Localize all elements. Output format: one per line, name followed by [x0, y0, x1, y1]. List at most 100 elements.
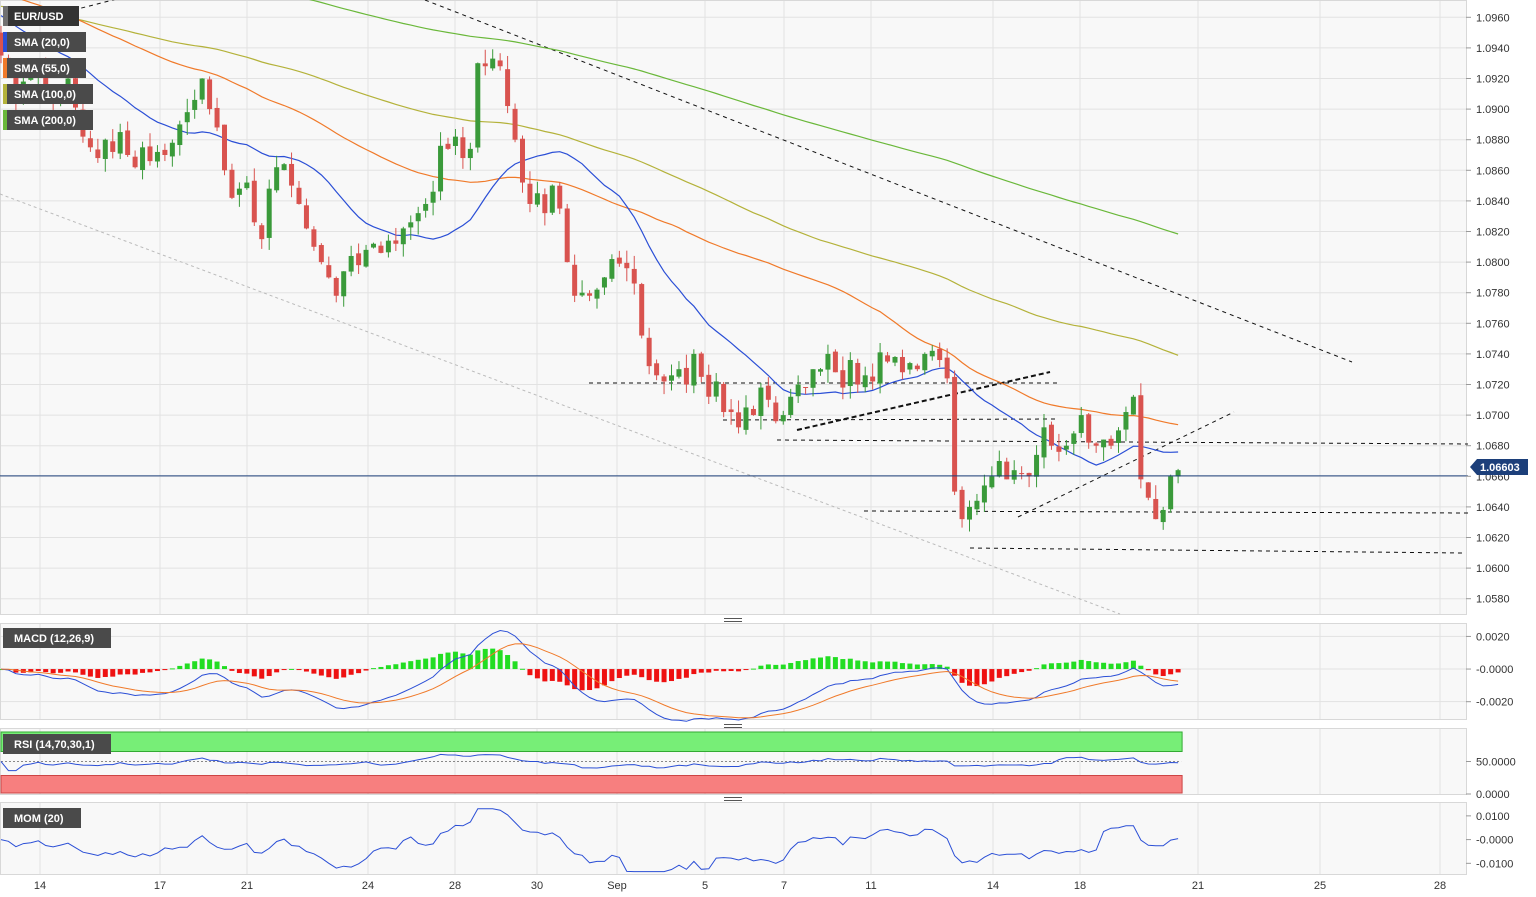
macd-histogram-bar: [669, 669, 674, 682]
macd-histogram-bar: [736, 669, 742, 672]
macd-histogram-bar: [1048, 663, 1054, 670]
macd-histogram-bar: [706, 669, 712, 673]
macd-histogram-bar: [192, 661, 198, 670]
candle-body: [244, 182, 250, 189]
macd-panel-frame: [0, 623, 1467, 720]
candle-body: [1026, 472, 1032, 477]
candle-body: [192, 99, 198, 110]
macd-histogram-bar: [631, 669, 637, 675]
macd-histogram-bar: [58, 669, 64, 673]
legend-rsi[interactable]: RSI (14,70,30,1): [3, 734, 111, 754]
mom-y-tick-label: -0.0100: [1476, 858, 1513, 870]
macd-histogram-bar: [1063, 662, 1069, 670]
macd-histogram-bar: [557, 669, 563, 682]
candle-body: [676, 369, 682, 377]
candle-body: [363, 249, 369, 267]
macd-histogram-bar: [229, 669, 235, 671]
rsi-layer: [0, 731, 1183, 794]
candle-body: [609, 259, 615, 279]
candle-body: [587, 293, 593, 296]
candle-body: [236, 188, 242, 195]
candle-body: [698, 353, 704, 377]
macd-histogram-bar: [1116, 663, 1121, 670]
price-layer: [0, 0, 1469, 615]
panel-resize-handle[interactable]: [724, 724, 742, 728]
legend-sma-200[interactable]: SMA (200,0): [3, 110, 93, 130]
legend-sma-20[interactable]: SMA (20,0): [3, 32, 86, 52]
candle-body: [154, 151, 160, 162]
candle-body: [810, 369, 816, 388]
candle-body: [214, 107, 220, 128]
x-tick-label: 14: [987, 880, 999, 892]
macd-histogram-bar: [959, 669, 965, 683]
candle-body: [601, 277, 607, 288]
macd-histogram-bar: [400, 662, 406, 670]
macd-histogram-bar: [1034, 668, 1040, 670]
macd-histogram-bar: [184, 663, 190, 670]
macd-histogram-bar: [65, 669, 71, 672]
macd-histogram-bar: [1168, 669, 1174, 675]
x-tick-label: 11: [865, 880, 876, 892]
current-price-label: 1.06603: [1480, 462, 1520, 474]
legend-sma-55[interactable]: SMA (55,0): [3, 58, 86, 78]
macd-signal-line: [0, 643, 1179, 719]
trendline: [796, 371, 1051, 431]
candle-body: [907, 363, 913, 370]
macd-histogram-bar: [1071, 661, 1077, 670]
candle-body: [832, 351, 838, 373]
macd-histogram-bar: [475, 650, 481, 670]
macd-histogram-bar: [885, 661, 891, 670]
candle-body: [542, 194, 548, 214]
price-panel-frame: [0, 0, 1467, 615]
macd-histogram-bar: [1153, 669, 1159, 675]
macd-histogram-bar: [862, 661, 868, 670]
macd-histogram-bar: [1093, 662, 1099, 670]
x-tick-label: 28: [449, 880, 461, 892]
macd-histogram-bar: [788, 662, 794, 670]
candle-body: [795, 384, 801, 397]
y-tick-label: 1.0920: [1476, 74, 1510, 86]
candle-body: [207, 79, 213, 110]
macd-histogram-bar: [236, 669, 242, 674]
candle-body: [95, 149, 101, 159]
candle-body: [318, 245, 324, 263]
macd-histogram-bar: [348, 669, 354, 675]
candle-body: [199, 78, 205, 100]
candle-body: [1078, 415, 1084, 434]
macd-histogram-bar: [1130, 660, 1136, 670]
rsi-oversold-zone: [0, 775, 1183, 794]
macd-histogram-bar: [840, 659, 846, 670]
macd-histogram-bar: [50, 669, 56, 674]
macd-histogram-bar: [140, 669, 146, 673]
macd-histogram-bar: [445, 652, 451, 670]
macd-histogram-bar: [460, 653, 466, 670]
candle-body: [438, 145, 444, 192]
axis-layer: 14 17 21 24 28 30 Sep 5 7 11 14 18 21 25 28 1.0960 1.094…: [34, 12, 1516, 892]
panel-resize-handle[interactable]: [724, 618, 742, 622]
macd-histogram-bar: [415, 659, 421, 670]
macd-histogram-bar: [13, 669, 19, 673]
panel-resize-handle[interactable]: [724, 797, 742, 801]
legend-mom-text: MOM (20): [14, 813, 64, 825]
macd-histogram-bar: [333, 669, 339, 679]
y-tick-label: 1.0740: [1476, 349, 1510, 361]
legend-macd[interactable]: MACD (12,26,9): [3, 628, 111, 648]
macd-histogram-bar: [87, 669, 93, 677]
candle-body: [736, 412, 742, 428]
candle-body: [452, 136, 458, 146]
candle-body: [1011, 470, 1017, 480]
legend-sma-100[interactable]: SMA (100,0): [3, 84, 93, 104]
legend-mom[interactable]: MOM (20): [3, 808, 81, 828]
candle-body: [110, 141, 116, 152]
macd-histogram-bar: [750, 668, 756, 670]
macd-histogram-bar: [110, 669, 116, 677]
candle-body: [654, 363, 660, 376]
legend-symbol[interactable]: EUR/USD: [3, 6, 79, 26]
macd-histogram-bar: [35, 669, 41, 671]
candle-body: [534, 193, 540, 205]
candle-body: [1041, 427, 1047, 458]
y-tick-label: 1.0720: [1476, 380, 1510, 392]
macd-histogram-bar: [1160, 669, 1166, 677]
